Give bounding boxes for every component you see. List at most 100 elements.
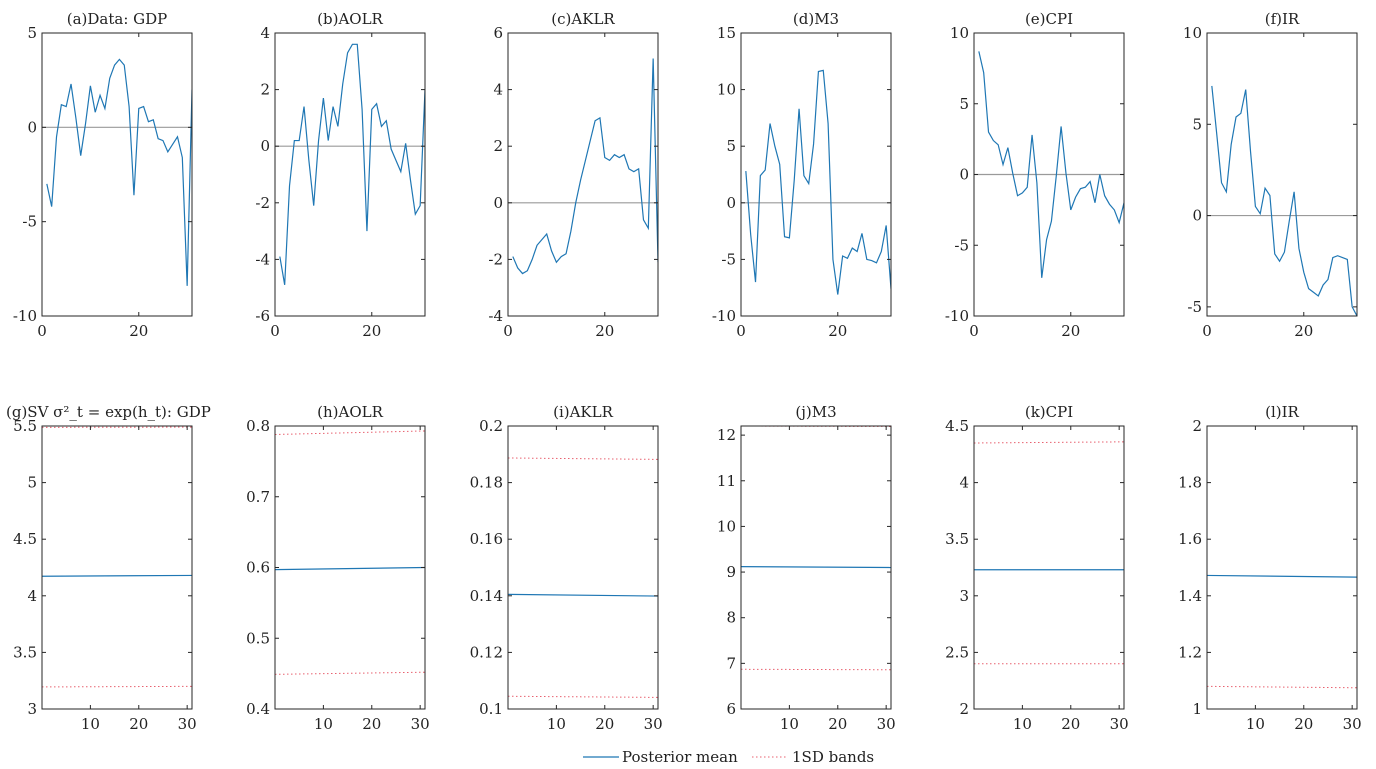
y-tick-label: 0.2 bbox=[479, 417, 503, 435]
y-tick-label: -4 bbox=[488, 307, 503, 325]
y-tick-label: 1.4 bbox=[1178, 587, 1202, 605]
x-tick-label: 30 bbox=[1343, 715, 1362, 733]
series-line bbox=[279, 43, 425, 285]
x-tick-label: 20 bbox=[362, 715, 381, 733]
y-tick-label: -6 bbox=[255, 307, 270, 325]
panel-j: (j)M3 12 11 10 9 8 7 6 10 20 30 bbox=[717, 403, 896, 733]
axes-box bbox=[740, 32, 892, 317]
y-tick-label: 12 bbox=[717, 426, 736, 444]
y-tick-label: 3 bbox=[27, 700, 37, 718]
y-tick-label: 9 bbox=[726, 563, 736, 581]
y-tick-label: 0.16 bbox=[470, 530, 503, 548]
x-tick-label: 30 bbox=[1110, 715, 1129, 733]
y-tick-label: 5 bbox=[27, 474, 37, 492]
y-tick-label: 0.12 bbox=[470, 643, 503, 661]
y-tick-label: 1 bbox=[1192, 700, 1202, 718]
axes-box bbox=[274, 32, 426, 317]
x-tick-label: 10 bbox=[780, 715, 799, 733]
y-tick-label: -5 bbox=[22, 213, 37, 231]
y-tick-label: 1.8 bbox=[1178, 474, 1202, 492]
x-tick-label: 20 bbox=[1061, 322, 1080, 340]
y-tick-label: 4 bbox=[959, 474, 969, 492]
x-tick-label: 30 bbox=[178, 715, 197, 733]
y-tick-label: -5 bbox=[721, 250, 736, 268]
panel-title: (b)AOLR bbox=[317, 10, 383, 28]
series-upper bbox=[508, 457, 658, 460]
x-tick-label: 10 bbox=[314, 715, 333, 733]
series-group bbox=[279, 43, 425, 285]
series-group bbox=[745, 69, 891, 295]
y-tick-label: 5 bbox=[27, 24, 37, 42]
y-tick-label: 2 bbox=[959, 700, 969, 718]
y-tick-label: -10 bbox=[13, 307, 37, 325]
y-tick-label: 0.5 bbox=[246, 629, 270, 647]
x-tick-label: 20 bbox=[1294, 715, 1313, 733]
series-mean bbox=[741, 565, 891, 569]
y-tick-label: 0.7 bbox=[246, 488, 270, 506]
y-tick-label: 3.5 bbox=[13, 643, 37, 661]
series-line bbox=[46, 58, 192, 286]
y-tick-label: 7 bbox=[726, 654, 736, 672]
y-tick-label: 10 bbox=[717, 81, 736, 99]
y-tick-label: 0 bbox=[959, 166, 969, 184]
series-group bbox=[508, 457, 658, 698]
y-tick-label: 2 bbox=[1192, 417, 1202, 435]
x-tick-label: 30 bbox=[411, 715, 430, 733]
legend-bands-label: 1SD bands bbox=[792, 748, 874, 766]
series-group bbox=[741, 426, 891, 671]
series-lower bbox=[508, 695, 658, 698]
x-tick-label: 0 bbox=[270, 322, 280, 340]
x-tick-label: 20 bbox=[595, 322, 614, 340]
x-tick-label: 20 bbox=[1061, 715, 1080, 733]
y-tick-label: 2 bbox=[260, 81, 270, 99]
axes-box bbox=[507, 32, 659, 317]
x-tick-label: 30 bbox=[877, 715, 896, 733]
y-tick-label: 5.5 bbox=[13, 417, 37, 435]
y-tick-label: -5 bbox=[954, 236, 969, 254]
y-tick-label: 15 bbox=[717, 24, 736, 42]
series-group bbox=[978, 51, 1124, 278]
x-tick-label: 20 bbox=[828, 322, 847, 340]
y-tick-label: 4.5 bbox=[13, 530, 37, 548]
y-tick-label: 0 bbox=[27, 118, 37, 136]
y-tick-label: 0.4 bbox=[246, 700, 270, 718]
series-group bbox=[275, 430, 425, 675]
panel-title: (e)CPI bbox=[1025, 10, 1073, 28]
y-tick-label: 10 bbox=[950, 24, 969, 42]
axes-box bbox=[41, 32, 193, 317]
y-tick-label: 5 bbox=[959, 95, 969, 113]
x-tick-label: 10 bbox=[547, 715, 566, 733]
y-tick-label: 0.18 bbox=[470, 474, 503, 492]
y-tick-label: 0.14 bbox=[470, 587, 503, 605]
axes-box bbox=[1206, 32, 1358, 317]
x-tick-label: 0 bbox=[503, 322, 513, 340]
y-tick-label: -2 bbox=[488, 250, 503, 268]
panel-title: (l)IR bbox=[1265, 403, 1299, 421]
series-mean bbox=[508, 593, 658, 597]
series-lower bbox=[275, 671, 425, 675]
y-tick-label: 2.5 bbox=[945, 643, 969, 661]
y-tick-label: 4.5 bbox=[945, 417, 969, 435]
panel-k: (k)CPI 4.5 4 3.5 3 2.5 2 10 20 30 bbox=[945, 403, 1129, 733]
series-lower bbox=[1207, 685, 1357, 689]
x-tick-label: 0 bbox=[37, 322, 47, 340]
panel-title: (h)AOLR bbox=[317, 403, 383, 421]
panel-title: (g)SV σ²_t = exp(h_t): GDP bbox=[6, 403, 211, 421]
y-tick-label: 3.5 bbox=[945, 530, 969, 548]
y-tick-label: -10 bbox=[945, 307, 969, 325]
series-line bbox=[1211, 85, 1357, 316]
series-upper bbox=[275, 430, 425, 435]
y-tick-label: 4 bbox=[493, 81, 503, 99]
y-tick-label: 4 bbox=[27, 587, 37, 605]
y-tick-label: 1.2 bbox=[1178, 643, 1202, 661]
panel-title: (a)Data: GDP bbox=[67, 10, 168, 28]
y-tick-label: 8 bbox=[726, 609, 736, 627]
y-tick-label: 0 bbox=[260, 137, 270, 155]
panel-title: (i)AKLR bbox=[553, 403, 614, 421]
axes-box bbox=[973, 425, 1125, 710]
y-tick-label: 5 bbox=[726, 137, 736, 155]
series-group bbox=[512, 58, 658, 275]
